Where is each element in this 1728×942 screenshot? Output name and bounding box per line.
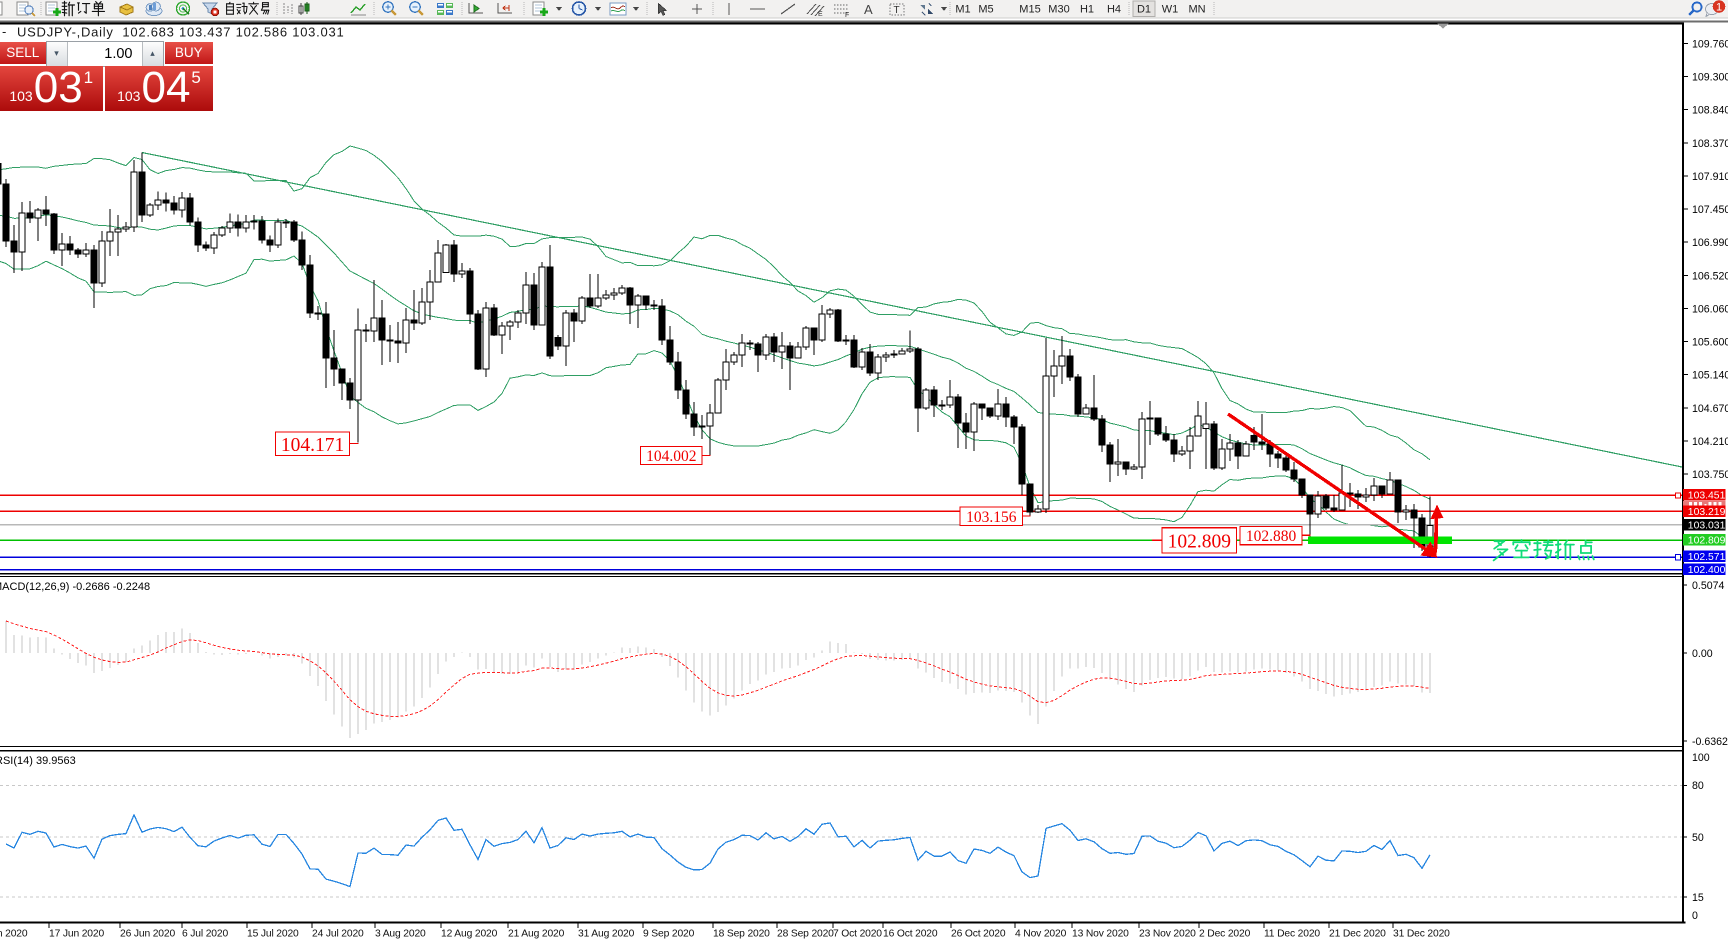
svg-text:9 Sep 2020: 9 Sep 2020 (643, 929, 695, 940)
svg-text:E: E (818, 11, 823, 18)
svg-text:103.750: 103.750 (1692, 469, 1728, 481)
svg-text:A: A (864, 2, 873, 17)
svg-text:80: 80 (1692, 780, 1704, 792)
svg-text:106.520: 106.520 (1692, 271, 1728, 283)
svg-text:W1: W1 (1162, 4, 1179, 16)
svg-text:31 Dec 2020: 31 Dec 2020 (1393, 929, 1450, 940)
svg-text:H1: H1 (1080, 4, 1094, 16)
svg-text:103.219: 103.219 (1688, 507, 1726, 518)
svg-text:-: - (2, 24, 6, 39)
svg-text:104.210: 104.210 (1692, 436, 1728, 448)
svg-text:USDJPY-,Daily 102.683 103.437: USDJPY-,Daily 102.683 103.437 102.586 10… (17, 25, 344, 40)
svg-text:3 Aug 2020: 3 Aug 2020 (375, 929, 426, 940)
svg-text:0: 0 (1692, 910, 1698, 922)
svg-text:0.00: 0.00 (1692, 648, 1713, 660)
svg-text:H4: H4 (1107, 4, 1121, 16)
svg-text:18 Sep 2020: 18 Sep 2020 (713, 929, 770, 940)
svg-text:103.156: 103.156 (966, 509, 1017, 526)
svg-text:F: F (845, 12, 849, 19)
svg-text:17 Jun 2020: 17 Jun 2020 (49, 929, 104, 940)
svg-text:M30: M30 (1048, 4, 1069, 16)
svg-text:100: 100 (1692, 752, 1710, 764)
svg-text:102.809: 102.809 (1688, 535, 1726, 546)
svg-text:107.910: 107.910 (1692, 171, 1728, 183)
svg-text:0.5074: 0.5074 (1692, 580, 1725, 592)
svg-text:M1: M1 (955, 4, 970, 16)
svg-text:MN: MN (1188, 4, 1205, 16)
svg-text:26 Oct 2020: 26 Oct 2020 (951, 929, 1006, 940)
svg-text:31 Aug 2020: 31 Aug 2020 (578, 929, 635, 940)
svg-text:RSI(14) 39.9563: RSI(14) 39.9563 (0, 755, 76, 767)
svg-text:102.400: 102.400 (1688, 565, 1726, 576)
svg-text:102.880: 102.880 (1246, 528, 1297, 545)
svg-text:1: 1 (1716, 2, 1722, 14)
svg-text:104.002: 104.002 (646, 448, 696, 465)
svg-text:105.140: 105.140 (1692, 370, 1728, 382)
svg-text:24 Jul 2020: 24 Jul 2020 (312, 929, 364, 940)
svg-text:7 Oct 2020: 7 Oct 2020 (833, 929, 882, 940)
svg-text:106.990: 106.990 (1692, 237, 1728, 249)
svg-text:8 Jun 2020: 8 Jun 2020 (0, 929, 28, 940)
svg-text:M5: M5 (978, 4, 993, 16)
svg-text:103.451: 103.451 (1688, 491, 1726, 502)
svg-text:50: 50 (1692, 832, 1704, 844)
svg-text:12 Aug 2020: 12 Aug 2020 (441, 929, 498, 940)
svg-text:13 Nov 2020: 13 Nov 2020 (1072, 929, 1129, 940)
svg-text:15: 15 (1692, 892, 1704, 904)
svg-text:106.060: 106.060 (1692, 304, 1728, 316)
svg-text:21 Aug 2020: 21 Aug 2020 (508, 929, 565, 940)
svg-text:15 Jul 2020: 15 Jul 2020 (247, 929, 299, 940)
svg-text:16 Oct 2020: 16 Oct 2020 (883, 929, 938, 940)
svg-text:-0.6362: -0.6362 (1692, 736, 1728, 748)
svg-text:104.171: 104.171 (281, 435, 344, 456)
svg-text:23 Nov 2020: 23 Nov 2020 (1139, 929, 1196, 940)
svg-text:107.450: 107.450 (1692, 204, 1728, 216)
svg-text:26 Jun 2020: 26 Jun 2020 (120, 929, 175, 940)
svg-text:102.571: 102.571 (1688, 552, 1726, 563)
svg-text:28 Sep 2020: 28 Sep 2020 (777, 929, 834, 940)
svg-text:102.809: 102.809 (1168, 531, 1231, 552)
svg-text:103.031: 103.031 (1688, 520, 1726, 531)
svg-text:11 Dec 2020: 11 Dec 2020 (1264, 929, 1320, 940)
svg-text:104.670: 104.670 (1692, 403, 1728, 415)
svg-text:6 Jul 2020: 6 Jul 2020 (182, 929, 228, 940)
svg-text:108.840: 108.840 (1692, 104, 1728, 116)
svg-text:109.760: 109.760 (1692, 39, 1728, 51)
svg-text:105.600: 105.600 (1692, 337, 1728, 349)
svg-text:109.300: 109.300 (1692, 71, 1728, 83)
svg-text:21 Dec 2020: 21 Dec 2020 (1329, 929, 1386, 940)
svg-text:T: T (894, 5, 900, 16)
svg-text:M15: M15 (1019, 4, 1040, 16)
svg-text:D1: D1 (1137, 4, 1151, 16)
svg-text:108.370: 108.370 (1692, 138, 1728, 150)
svg-text:MACD(12,26,9) -0.2686 -0.2248: MACD(12,26,9) -0.2686 -0.2248 (0, 581, 150, 593)
svg-text:4 Nov 2020: 4 Nov 2020 (1015, 929, 1067, 940)
svg-text:2 Dec 2020: 2 Dec 2020 (1199, 929, 1251, 940)
